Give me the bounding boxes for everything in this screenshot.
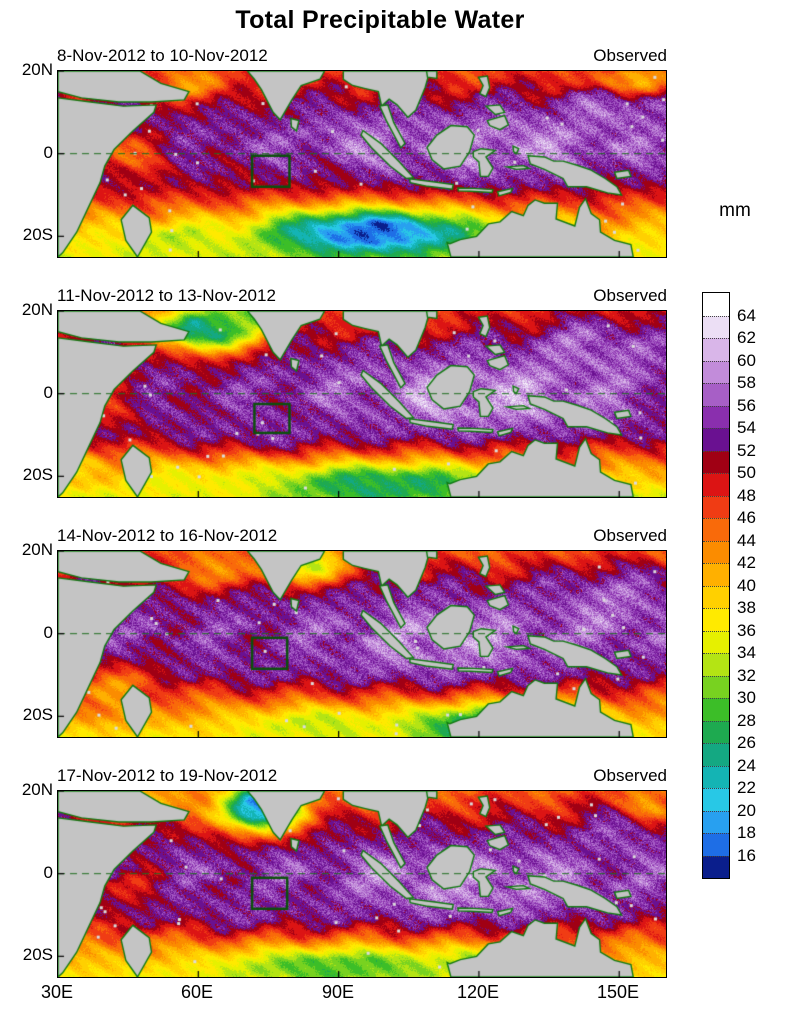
panel-1-ytick-20n: 20N	[21, 60, 53, 79]
x-tick-150e: 150E	[596, 982, 640, 1002]
panel-1-ytick-20s: 20S	[22, 225, 53, 244]
colorbar-tick-label: 40	[737, 575, 756, 595]
panel-1-source: Observed	[593, 46, 667, 65]
panel-3-ytick-0: 0	[43, 623, 53, 642]
colorbar-tick-label: 58	[737, 373, 756, 392]
colorbar-tick-label: 54	[737, 418, 756, 437]
colorbar-tick-label: 22	[737, 778, 756, 797]
panel-1: 8-Nov-2012 to 10-Nov-2012 Observed 20N 0…	[0, 46, 788, 280]
colorbar-cell	[703, 338, 729, 361]
panel-1-ytick-0: 0	[43, 143, 53, 162]
colorbar-cell	[703, 833, 729, 856]
colorbar-cell	[703, 630, 729, 653]
figure-title: Total Precipitable Water	[235, 6, 525, 34]
colorbar-tick-label: 52	[737, 440, 756, 460]
colorbar-cell	[703, 585, 729, 608]
colorbar-cell	[703, 765, 729, 788]
panel-3-source: Observed	[593, 526, 667, 545]
colorbar-cell	[703, 653, 729, 676]
panel-3: 14-Nov-2012 to 16-Nov-2012 Observed 20N …	[0, 526, 788, 760]
colorbar-cell	[703, 608, 729, 631]
colorbar-tick-label: 34	[737, 643, 756, 662]
colorbar-tick-label: 36	[737, 620, 756, 640]
colorbar-tick-label: 50	[737, 463, 756, 482]
panel-4-source: Observed	[593, 766, 667, 785]
colorbar-cell	[703, 563, 729, 586]
panel-2-ytick-20s: 20S	[22, 465, 53, 484]
colorbar-cell	[703, 518, 729, 541]
colorbar-tick-label: 32	[737, 665, 756, 685]
map-canvas-1	[57, 70, 667, 258]
panel-4-ytick-0: 0	[43, 863, 53, 882]
map-canvas-2	[57, 310, 667, 498]
x-tick-30e: 30E	[40, 982, 74, 1002]
colorbar-tick-label: 56	[737, 395, 756, 415]
colorbar-tick-label: 60	[737, 350, 756, 370]
colorbar-tick-label: 62	[737, 328, 756, 347]
colorbar-cell	[703, 473, 729, 496]
panel-3-header: 14-Nov-2012 to 16-Nov-2012 Observed	[57, 526, 667, 546]
colorbar-cell	[703, 293, 729, 316]
panel-2-ytick-20n: 20N	[21, 300, 53, 319]
panel-3-ytick-20n: 20N	[21, 540, 53, 559]
colorbar-tick-label: 64	[737, 305, 756, 325]
colorbar-tick-label: 48	[737, 485, 756, 505]
panel-2-ytick-0: 0	[43, 383, 53, 402]
map-canvas-3	[57, 550, 667, 738]
panel-2-source: Observed	[593, 286, 667, 305]
colorbar: 64 62 60 58 56 54 52 50 48 46 44 42 40 38 36 34 32 30 28 26…	[702, 292, 756, 879]
colorbar-cell	[703, 405, 729, 428]
x-tick-60e: 60E	[180, 982, 214, 1002]
map-canvas-4	[57, 790, 667, 978]
colorbar-cell	[703, 675, 729, 698]
colorbar-tick-label: 20	[737, 800, 756, 820]
panel-1-map-area: 20N 0 20S	[22, 60, 667, 258]
colorbar-cell	[703, 698, 729, 721]
colorbar-cell	[703, 450, 729, 473]
panel-1-header: 8-Nov-2012 to 10-Nov-2012 Observed	[57, 46, 667, 66]
panel-3-map-area: 20N 0 20S	[22, 540, 667, 738]
panel-4-header: 17-Nov-2012 to 19-Nov-2012 Observed	[57, 766, 667, 786]
colorbar-cell	[703, 720, 729, 743]
colorbar-unit-label: mm	[719, 200, 751, 221]
colorbar-tick-label: 28	[737, 710, 756, 730]
panel-3-date-range: 14-Nov-2012 to 16-Nov-2012	[57, 526, 278, 545]
colorbar-cell	[703, 315, 729, 338]
x-tick-90e: 90E	[321, 982, 355, 1002]
colorbar-tick-label: 18	[737, 823, 756, 842]
colorbar-tick-label: 16	[737, 845, 756, 865]
panel-2-map-area: 20N 0 20S	[22, 300, 667, 498]
colorbar-cell	[703, 495, 729, 518]
panel-1-date-range: 8-Nov-2012 to 10-Nov-2012	[57, 46, 268, 65]
colorbar-tick-label: 30	[737, 688, 756, 707]
colorbar-cell	[703, 855, 729, 878]
colorbar-tick-label: 46	[737, 508, 756, 527]
panel-2: 11-Nov-2012 to 13-Nov-2012 Observed 20N …	[0, 286, 788, 520]
panel-2-date-range: 11-Nov-2012 to 13-Nov-2012	[57, 286, 276, 305]
x-tick-120e: 120E	[456, 982, 500, 1002]
colorbar-tick-label: 24	[737, 755, 756, 775]
panel-3-ytick-20s: 20S	[22, 705, 53, 724]
colorbar-cell	[703, 360, 729, 383]
x-axis: 30E 60E 90E 120E 150E	[0, 982, 788, 1008]
panel-4-ytick-20n: 20N	[21, 780, 53, 799]
colorbar-cell	[703, 428, 729, 451]
colorbar-cell	[703, 743, 729, 766]
panel-4-map-area: 20N 0 20S	[22, 780, 667, 978]
colorbar-cell	[703, 540, 729, 563]
panel-2-header: 11-Nov-2012 to 13-Nov-2012 Observed	[57, 286, 667, 306]
panel-4-date-range: 17-Nov-2012 to 19-Nov-2012	[57, 766, 278, 785]
panel-4: 17-Nov-2012 to 19-Nov-2012 Observed 20N …	[0, 766, 788, 1000]
colorbar-tick-label: 44	[737, 530, 756, 550]
panel-4-ytick-20s: 20S	[22, 945, 53, 964]
colorbar-cell	[703, 788, 729, 811]
colorbar-cell	[703, 383, 729, 406]
colorbar-cell	[703, 810, 729, 833]
colorbar-tick-label: 42	[737, 553, 756, 572]
colorbar-tick-label: 26	[737, 733, 756, 752]
colorbar-tick-label: 38	[737, 598, 756, 617]
